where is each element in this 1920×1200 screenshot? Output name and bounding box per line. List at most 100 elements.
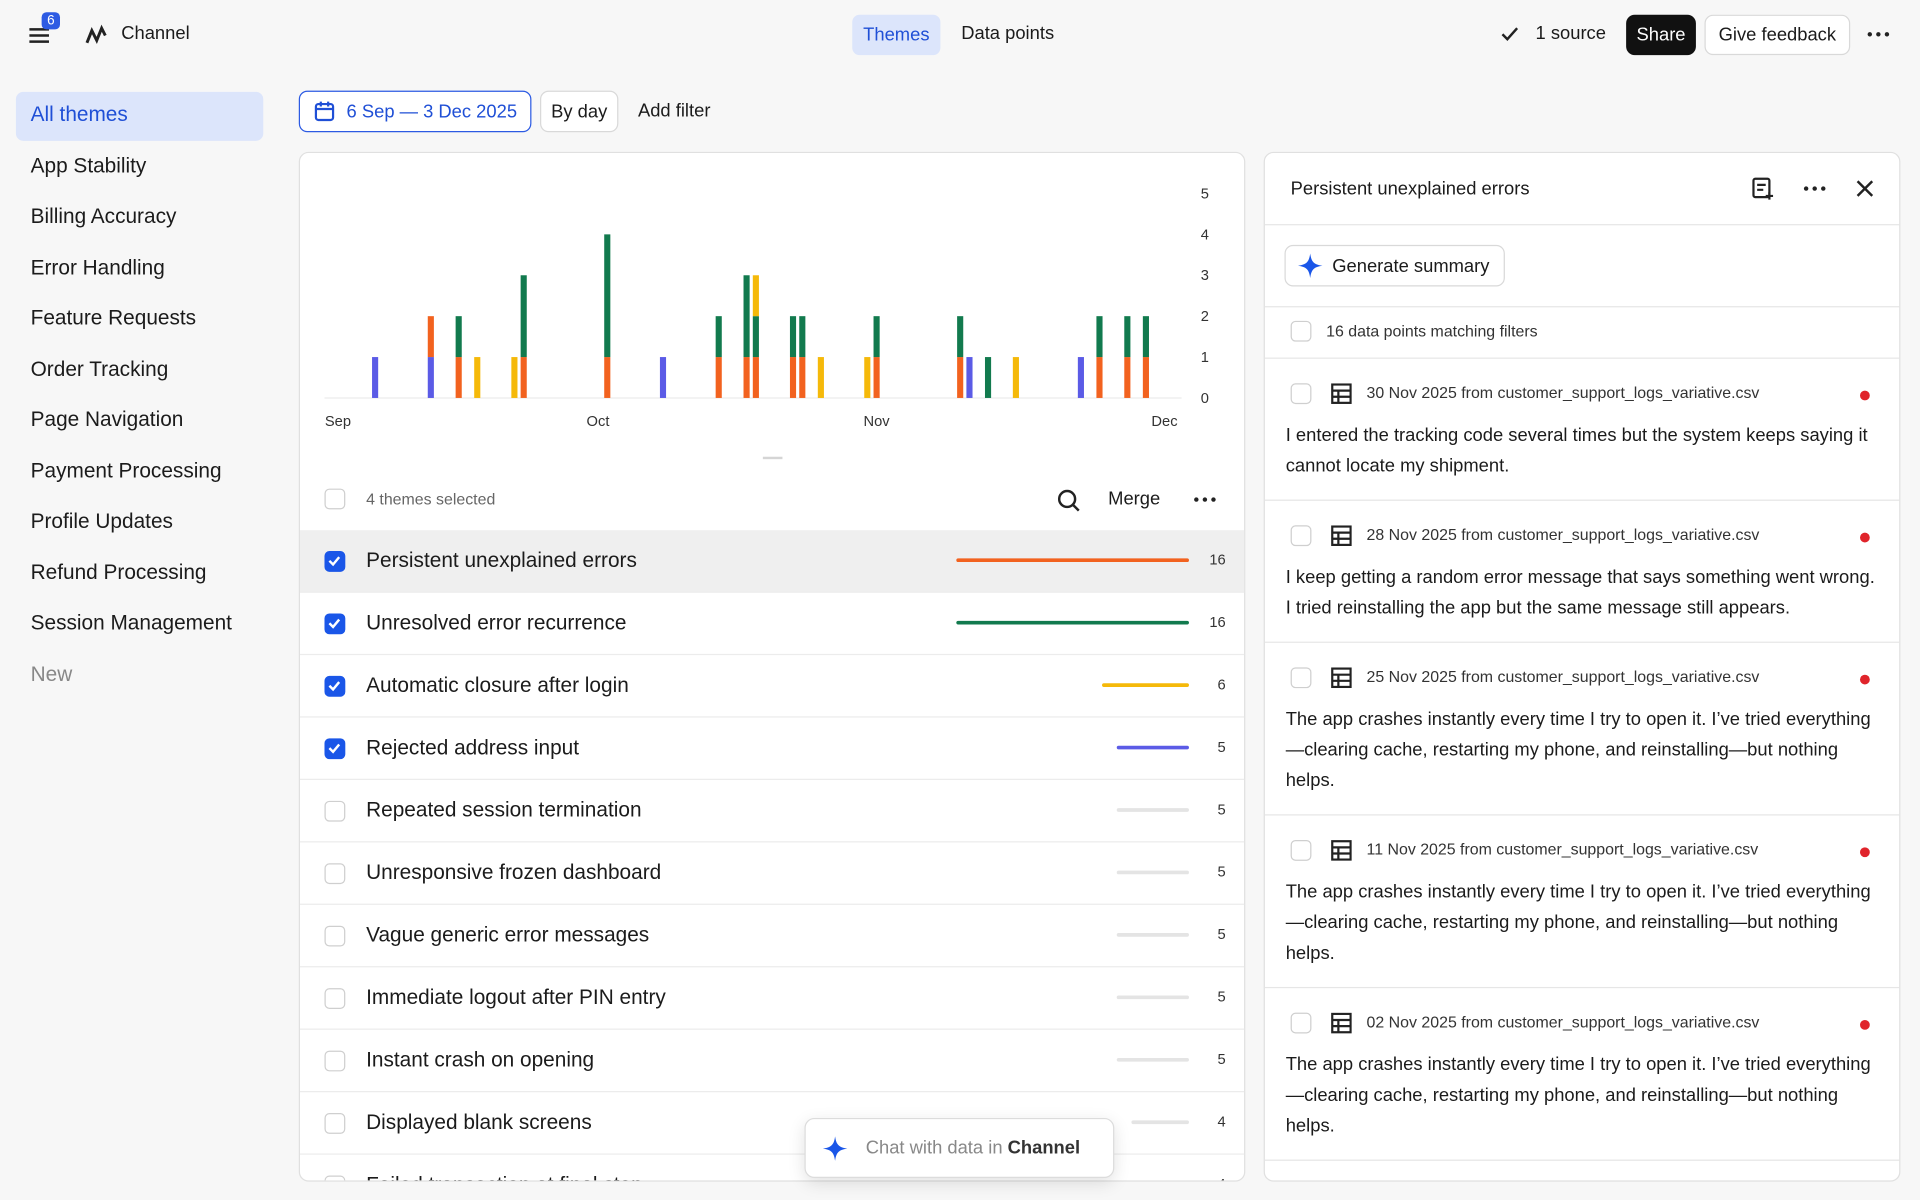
sidebar-item[interactable]: Profile Updates: [30, 509, 173, 533]
add-filter[interactable]: Add filter: [637, 100, 711, 122]
tab[interactable]: Data points: [961, 23, 1055, 45]
sidebar-item[interactable]: All themes: [30, 102, 128, 127]
theme-row[interactable]: Vague generic error messages 5: [300, 905, 1245, 968]
search-icon[interactable]: [1057, 489, 1081, 513]
more-icon[interactable]: [1866, 27, 1890, 42]
checkbox[interactable]: [324, 1113, 346, 1134]
checkbox[interactable]: [324, 800, 346, 822]
chat-button[interactable]: Chat with data in Channel: [804, 1117, 1115, 1178]
theme-row[interactable]: Unresponsive frozen dashboard 5: [300, 842, 1245, 905]
theme-row[interactable]: Displayed blank screens 4: [300, 1092, 1245, 1155]
data-point[interactable]: 25 Nov 2025 from customer_support_logs_v…: [1264, 643, 1900, 816]
divider: [1264, 306, 1900, 308]
checkbox[interactable]: [324, 1050, 346, 1072]
count: 5: [1217, 1050, 1226, 1068]
bar-segment: [1096, 357, 1103, 398]
bar-segment: [604, 234, 611, 358]
x-tick-label: Dec: [1151, 414, 1177, 430]
checkbox[interactable]: [1290, 320, 1312, 342]
bar-segment: [873, 316, 880, 358]
close-icon[interactable]: [1855, 179, 1875, 199]
bar-segment: [1124, 357, 1131, 398]
merge-button[interactable]: Merge: [1108, 488, 1161, 510]
sidebar-item[interactable]: Order Tracking: [30, 356, 169, 381]
bar-segment: [799, 316, 806, 358]
checkbox[interactable]: [324, 1175, 346, 1181]
theme-row[interactable]: Automatic closure after login 6: [300, 655, 1245, 718]
check: [328, 618, 341, 629]
by-day-button[interactable]: By day: [540, 90, 619, 133]
unread-dot: [1860, 674, 1870, 685]
y-tick-label: 2: [1201, 309, 1209, 325]
checkbox[interactable]: [1290, 525, 1312, 547]
theme-row[interactable]: Immediate logout after PIN entry 5: [300, 967, 1245, 1030]
y-tick-label: 5: [1201, 186, 1209, 202]
bar-segment: [1124, 316, 1131, 358]
data-point-text: The app crashes instantly every time I t…: [1285, 1054, 1871, 1137]
count-bar: [956, 558, 1189, 563]
bar-segment: [715, 316, 722, 358]
source[interactable]: 1 source: [1535, 23, 1606, 45]
sidebar-active-bg: [15, 91, 264, 141]
data-point-meta: 30 Nov 2025 from customer_support_logs_v…: [1366, 383, 1760, 402]
count: 6: [1217, 675, 1226, 694]
count: 4: [1217, 1113, 1226, 1131]
theme-name: Displayed blank screens: [366, 1110, 592, 1134]
y-tick-label: 3: [1201, 268, 1209, 284]
sidebar-new[interactable]: New: [30, 661, 73, 686]
theme-name: Instant crash on opening: [366, 1048, 595, 1072]
theme-name: Rejected address input: [366, 735, 580, 760]
data-point[interactable]: 28 Nov 2025 from customer_support_logs_v…: [1264, 501, 1900, 643]
note-icon[interactable]: [1751, 176, 1775, 200]
bar-segment: [604, 357, 611, 398]
select-all-checkbox[interactable]: [324, 488, 346, 510]
more-icon[interactable]: [1802, 181, 1826, 196]
sidebar-item[interactable]: Session Management: [30, 611, 232, 635]
data-point[interactable]: 02 Nov 2025 from customer_support_logs_v…: [1264, 988, 1900, 1161]
checkbox[interactable]: [1290, 383, 1312, 405]
checkbox[interactable]: [324, 551, 346, 572]
date-filter[interactable]: 6 Sep — 3 Dec 2025: [298, 90, 532, 133]
bar-segment: [659, 357, 667, 398]
sidebar-item[interactable]: Billing Accuracy: [30, 204, 177, 228]
theme-row[interactable]: Instant crash on opening 5: [300, 1030, 1245, 1093]
checkbox[interactable]: [1290, 667, 1312, 689]
sparkle-icon: [822, 1136, 848, 1161]
theme-name: Unresolved error recurrence: [366, 611, 627, 635]
checkbox[interactable]: [324, 925, 346, 947]
menu-icon[interactable]: [27, 24, 54, 46]
checkbox[interactable]: [324, 738, 346, 760]
tab-active[interactable]: Themes: [852, 14, 941, 56]
data-point[interactable]: 30 Nov 2025 from customer_support_logs_v…: [1264, 359, 1900, 501]
checkbox[interactable]: [324, 863, 346, 885]
resize-handle[interactable]: [762, 456, 783, 460]
checkbox[interactable]: [324, 675, 346, 697]
checkbox[interactable]: [1290, 1012, 1312, 1034]
checkbox[interactable]: [324, 613, 346, 635]
sidebar-item[interactable]: Feature Requests: [30, 306, 197, 330]
theme-row[interactable]: Repeated session termination 5: [300, 780, 1245, 843]
checkbox[interactable]: [324, 988, 346, 1009]
bar-segment: [743, 275, 750, 358]
bar-segment: [966, 357, 973, 398]
sidebar-item[interactable]: Page Navigation: [30, 407, 184, 432]
theme-row[interactable]: Unresolved error recurrence 16: [300, 593, 1245, 656]
feedback-button[interactable]: Give feedback: [1704, 14, 1851, 56]
share-button[interactable]: Share: [1626, 14, 1696, 56]
sidebar-item[interactable]: Refund Processing: [30, 560, 207, 584]
bar-segment: [1142, 357, 1149, 398]
data-point[interactable]: 11 Nov 2025 from customer_support_logs_v…: [1264, 816, 1900, 989]
matching-count: 16 data points matching filters: [1326, 322, 1538, 341]
count-bar: [1116, 995, 1189, 1000]
checkbox[interactable]: [1290, 840, 1312, 861]
bar-segment: [743, 357, 750, 398]
theme-row[interactable]: Rejected address input 5: [300, 718, 1245, 781]
more-icon[interactable]: [1193, 492, 1217, 507]
bar-segment: [427, 357, 434, 398]
theme-row[interactable]: Failed transaction at final step 4: [300, 1155, 1244, 1181]
sidebar-item[interactable]: Error Handling: [30, 255, 165, 279]
sidebar-item[interactable]: Payment Processing: [30, 458, 222, 482]
data-point-list: 30 Nov 2025 from customer_support_logs_v…: [1264, 359, 1900, 1161]
sidebar-item[interactable]: App Stability: [30, 153, 147, 177]
theme-row[interactable]: Persistent unexplained errors 16: [300, 530, 1245, 593]
